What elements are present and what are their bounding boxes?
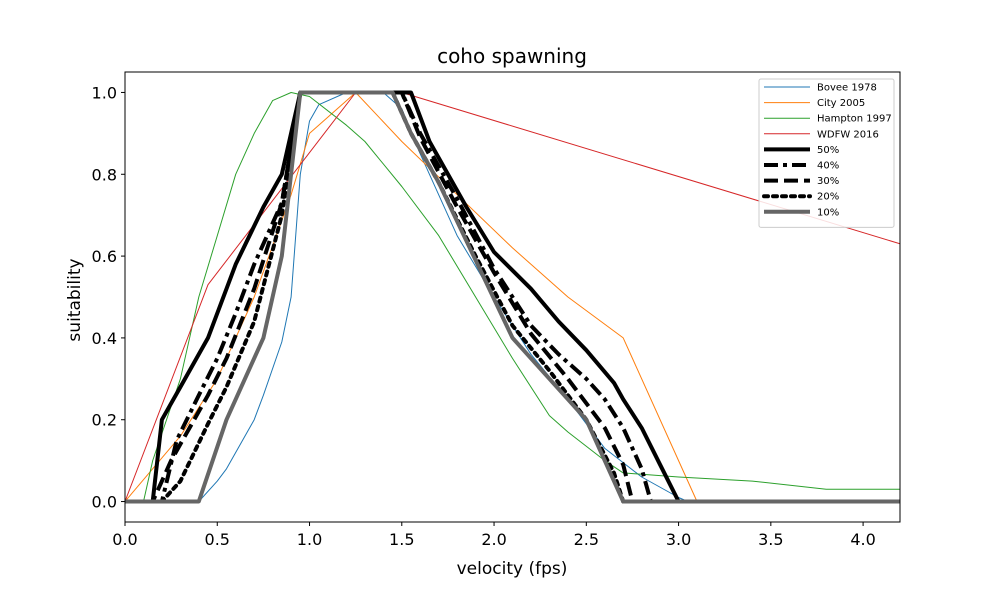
- axes: 0.0 0.5 1.0 1.5 2.0 2.5 3.0 3.5 4.0 0.0 0.2 0.4 0.6 0…: [92, 71, 901, 549]
- legend-label-hampton-1997: Hampton 1997: [817, 114, 892, 125]
- y-tick-label: 0.2: [92, 411, 117, 430]
- legend-box: [758, 78, 895, 228]
- x-tick-label: 3.5: [758, 530, 783, 549]
- x-tick-label: 0.0: [112, 530, 137, 549]
- y-axis-label: suitability: [65, 258, 85, 341]
- y-tick-label: 0.8: [92, 165, 117, 184]
- legend: Bovee 1978 City 2005 Hampton 1997 WDFW 2016…: [758, 78, 895, 228]
- legend-label-40: 40%: [817, 161, 839, 172]
- series-line-30: [125, 90, 900, 504]
- series-line-50: [125, 90, 900, 504]
- chart-title: coho spawning: [437, 44, 587, 68]
- legend-label-30: 30%: [817, 176, 839, 187]
- x-tick-label: 1.0: [297, 530, 322, 549]
- legend-label-city-2005: City 2005: [817, 98, 865, 109]
- y-tick-label: 0.0: [92, 493, 117, 512]
- x-tick-label: 4.0: [850, 530, 875, 549]
- plot-area: [125, 90, 900, 504]
- x-tick-label: 0.5: [205, 530, 230, 549]
- x-axis-label: velocity (fps): [457, 559, 568, 579]
- series-line-10: [125, 90, 900, 504]
- x-tick-label: 2.0: [481, 530, 506, 549]
- x-tick-label: 3.0: [666, 530, 691, 549]
- legend-label-10: 10%: [817, 207, 839, 218]
- y-tick-label: 0.4: [92, 329, 117, 348]
- legend-label-50: 50%: [817, 145, 839, 156]
- legend-label-20: 20%: [817, 192, 839, 203]
- legend-label-bovee-1978: Bovee 1978: [817, 83, 877, 94]
- y-tick-label: 1.0: [92, 83, 117, 102]
- x-tick-label: 2.5: [574, 530, 599, 549]
- plot-frame: [124, 71, 901, 523]
- y-tick-label: 0.6: [92, 247, 117, 266]
- legend-label-wdfw-2016: WDFW 2016: [817, 129, 879, 140]
- x-tick-label: 1.5: [389, 530, 414, 549]
